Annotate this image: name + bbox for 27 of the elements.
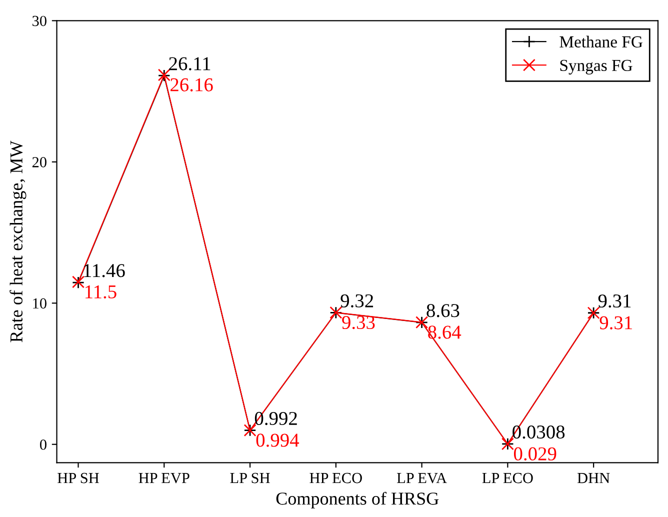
y-tick-label: 30 <box>32 16 46 26</box>
data-label: 9.31 <box>598 294 631 308</box>
data-label: 8.63 <box>426 304 460 318</box>
data-label: 0.994 <box>256 434 300 447</box>
data-label: 11.5 <box>86 285 116 298</box>
data-label: 8.64 <box>428 326 462 339</box>
data-label: 26.16 <box>170 78 213 92</box>
data-label: 11.46 <box>84 264 125 278</box>
x-tick-label: HP ECO <box>310 472 362 484</box>
x-tick-label: LP EVA <box>396 472 447 484</box>
y-tick-label: 10 <box>33 298 46 309</box>
x-tick-label: LP SH <box>230 472 270 484</box>
data-label: 26.11 <box>169 57 210 70</box>
legend-label: Syngas FG <box>560 60 632 74</box>
x-tick-label: HP SH <box>58 472 99 484</box>
y-tick-label: 0 <box>40 439 46 450</box>
x-tick-label: HP EVP <box>138 473 190 484</box>
y-axis-title: Rate of heat exchange, MW <box>10 140 26 342</box>
data-label: 9.31 <box>600 316 632 330</box>
legend-label: Methane FG <box>560 36 642 48</box>
x-tick-label: DHN <box>577 473 610 484</box>
x-axis-title: Components of HRSG <box>276 492 439 508</box>
data-label: 0.029 <box>514 447 556 460</box>
x-tick-label: LP ECO <box>482 472 533 484</box>
data-label: 9.32 <box>340 294 374 308</box>
data-label: 9.33 <box>342 316 375 330</box>
y-tick-label: 20 <box>32 157 46 168</box>
